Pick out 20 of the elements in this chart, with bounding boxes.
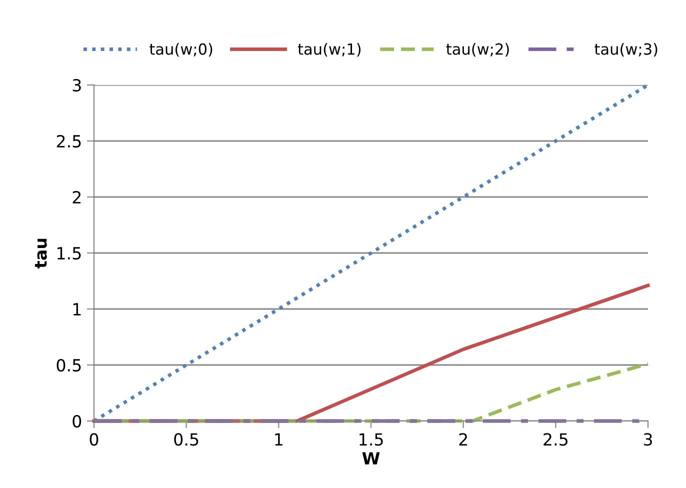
legend-label: tau(w;1) (298, 43, 361, 57)
y-tick-label: 2 (72, 190, 81, 204)
x-tick-label: 1 (275, 433, 282, 446)
y-tick-label: 2.5 (56, 134, 81, 148)
x-tick-label: 2.5 (544, 433, 568, 446)
y-tick-label: 1.5 (58, 247, 81, 260)
y-tick-label: 1 (73, 303, 81, 316)
x-axis-title: W (362, 452, 380, 464)
y-tick-label: 3 (72, 78, 81, 92)
legend-label: tau(w;0) (150, 43, 212, 57)
legend-label: tau(w;2) (446, 43, 509, 57)
x-tick-label: 0 (90, 433, 98, 446)
y-tick-label: 0 (72, 414, 82, 428)
x-tick-label: 1.5 (360, 433, 383, 446)
x-tick-label: 0.5 (174, 433, 198, 446)
y-tick-label: 0.5 (56, 358, 81, 372)
x-tick-label: 3 (644, 433, 652, 446)
legend-label: tau(w;3) (594, 43, 658, 57)
y-axis-title: tau (34, 238, 47, 268)
x-tick-label: 2 (459, 433, 467, 446)
